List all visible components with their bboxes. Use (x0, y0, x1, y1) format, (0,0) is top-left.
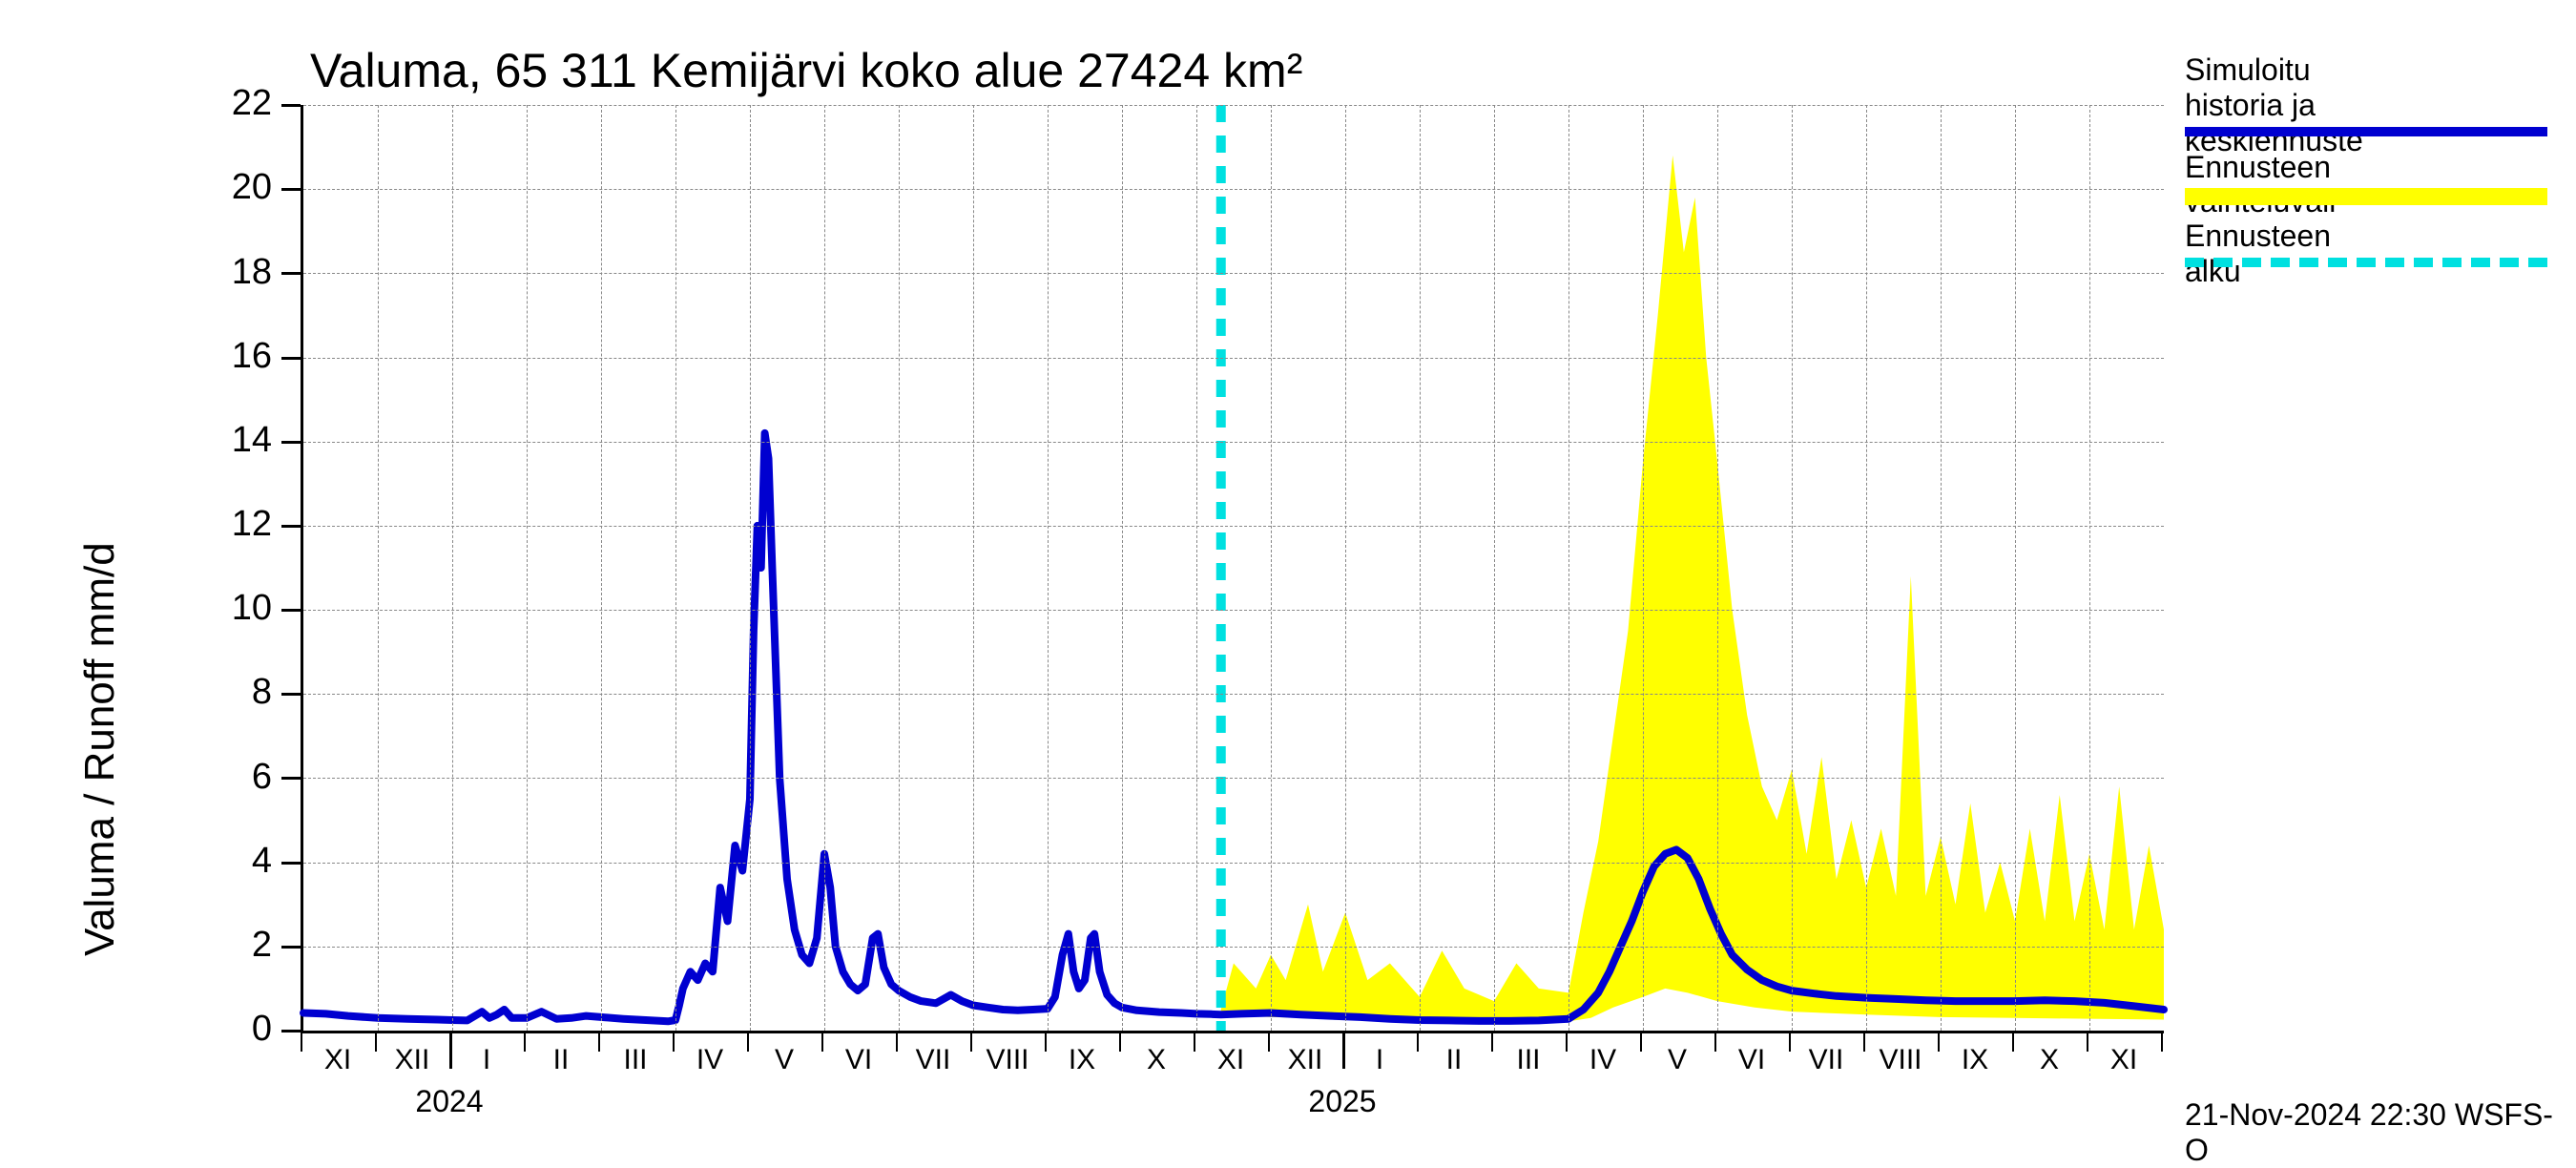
x-month-label: III (1516, 1044, 1540, 1076)
x-month-label: I (1376, 1044, 1383, 1076)
y-tick-label: 10 (196, 588, 272, 629)
x-year-label: 2025 (1308, 1084, 1376, 1119)
legend-swatch (2185, 258, 2547, 267)
x-month-label: VI (845, 1044, 872, 1076)
y-tick-label: 6 (196, 757, 272, 798)
footer-timestamp: 21-Nov-2024 22:30 WSFS-O (2185, 1097, 2576, 1168)
figure: Valuma, 65 311 Kemijärvi koko alue 27424… (0, 0, 2576, 1145)
y-tick-label: 0 (196, 1009, 272, 1050)
x-month-label: IV (1589, 1044, 1616, 1076)
legend-label: Ennusteen alku (2185, 219, 2331, 289)
x-month-label: II (1446, 1044, 1463, 1076)
plot-area (301, 105, 2164, 1033)
y-tick-label: 4 (196, 841, 272, 882)
forecast-range-band (1221, 156, 2164, 1022)
y-tick-label: 22 (196, 83, 272, 124)
y-axis-label: Valuma / Runoff mm/d (76, 543, 124, 957)
legend-label: Simuloitu historia jakeskiennuste (2185, 52, 2363, 157)
x-month-label: XI (2110, 1044, 2137, 1076)
x-month-label: X (2040, 1044, 2059, 1076)
x-month-label: XI (324, 1044, 351, 1076)
chart-svg (303, 105, 2164, 1031)
y-tick-label: 16 (196, 336, 272, 377)
legend-swatch (2185, 188, 2547, 205)
x-month-label: I (483, 1044, 490, 1076)
x-month-label: VIII (986, 1044, 1028, 1076)
x-month-label: II (553, 1044, 570, 1076)
x-month-label: VII (916, 1044, 951, 1076)
x-month-label: V (1668, 1044, 1687, 1076)
x-month-label: V (775, 1044, 794, 1076)
y-tick-label: 12 (196, 504, 272, 545)
y-tick-label: 8 (196, 672, 272, 713)
x-month-label: VII (1809, 1044, 1844, 1076)
x-month-label: III (623, 1044, 647, 1076)
x-month-label: IX (1962, 1044, 1988, 1076)
y-tick-label: 14 (196, 420, 272, 461)
legend-swatch (2185, 127, 2547, 136)
x-month-label: VIII (1879, 1044, 1922, 1076)
x-month-label: IV (696, 1044, 723, 1076)
x-month-label: XI (1217, 1044, 1244, 1076)
x-year-label: 2024 (415, 1084, 483, 1119)
y-tick-label: 2 (196, 925, 272, 966)
y-tick-label: 20 (196, 167, 272, 208)
x-month-label: IX (1069, 1044, 1095, 1076)
y-tick-label: 18 (196, 252, 272, 293)
x-month-label: X (1147, 1044, 1166, 1076)
x-month-label: XII (1288, 1044, 1323, 1076)
chart-title: Valuma, 65 311 Kemijärvi koko alue 27424… (310, 43, 1302, 98)
legend-label: Ennusteen vaihteluväli (2185, 150, 2336, 220)
x-month-label: VI (1738, 1044, 1765, 1076)
x-month-label: XII (395, 1044, 430, 1076)
